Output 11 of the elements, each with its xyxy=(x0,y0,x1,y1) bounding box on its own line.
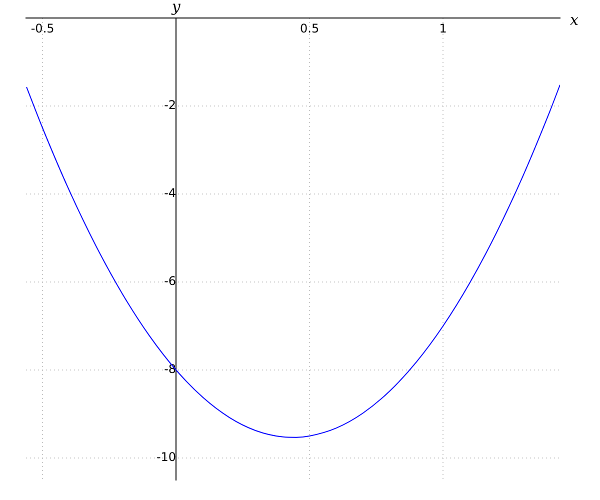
y-tick-label: -4 xyxy=(164,186,176,200)
x-tick-label: 0.5 xyxy=(300,21,320,36)
x-axis-title: x xyxy=(570,10,579,29)
y-tick-label: -10 xyxy=(156,450,176,464)
x-tick-label: 1 xyxy=(439,21,447,36)
x-tick-label: -0.5 xyxy=(30,21,54,36)
y-tick-label: -2 xyxy=(164,98,176,112)
line-series xyxy=(26,84,560,438)
y-tick-label: -8 xyxy=(164,362,176,376)
y-tick-label: -6 xyxy=(164,274,176,288)
y-axis-title: y xyxy=(170,0,181,16)
